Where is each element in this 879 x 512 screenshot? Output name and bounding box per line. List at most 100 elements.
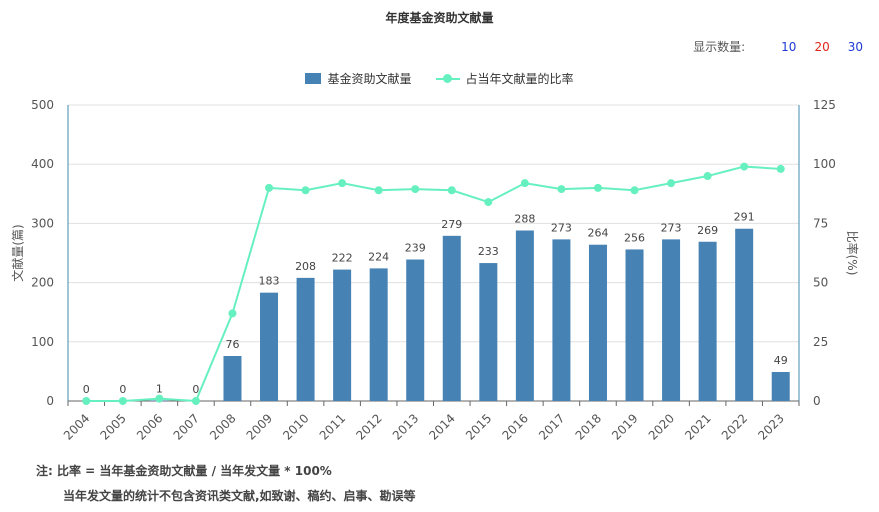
y2-tick-label: 125 xyxy=(813,98,836,112)
ratio-line xyxy=(86,165,781,403)
bar-data-label: 279 xyxy=(441,218,462,231)
bar-data-label: 233 xyxy=(478,245,499,258)
bar xyxy=(333,269,352,401)
chart-legend: 基金资助文献量 占当年文献量的比率 xyxy=(0,70,879,87)
y2-tick-label: 0 xyxy=(813,394,821,408)
bar xyxy=(479,263,498,401)
bar-data-label: 224 xyxy=(368,250,389,263)
x-tick-label: 2007 xyxy=(171,411,202,442)
bar xyxy=(442,235,461,401)
x-tick-label: 2010 xyxy=(280,411,311,442)
x-tick-label: 2013 xyxy=(390,411,421,442)
y2-tick-label: 100 xyxy=(813,157,836,171)
y-tick-label: 300 xyxy=(31,216,54,230)
legend-bar-label: 基金资助文献量 xyxy=(327,72,412,86)
bar xyxy=(515,230,534,401)
bar xyxy=(735,228,754,401)
bar xyxy=(698,241,717,401)
bar xyxy=(260,292,279,401)
ratio-point xyxy=(228,309,237,318)
ratio-point xyxy=(667,179,676,188)
ratio-point xyxy=(155,394,164,403)
ratio-point xyxy=(740,162,749,171)
x-tick-label: 2014 xyxy=(426,411,457,442)
ratio-point xyxy=(557,185,566,194)
display-count-option-20[interactable]: 20 xyxy=(814,39,830,54)
ratio-point xyxy=(301,186,310,195)
x-tick-label: 2012 xyxy=(353,411,384,442)
ratio-point xyxy=(703,172,712,181)
bar-data-label: 0 xyxy=(119,383,126,396)
bar-data-label: 183 xyxy=(259,275,280,288)
x-tick-label: 2017 xyxy=(536,411,567,442)
bar xyxy=(588,244,607,401)
bar-data-label: 76 xyxy=(225,338,239,351)
bar-data-label: 208 xyxy=(295,260,316,273)
x-tick-label: 2006 xyxy=(134,411,165,442)
bar xyxy=(369,268,388,401)
y2-tick-label: 50 xyxy=(813,276,828,290)
display-count-option-30[interactable]: 30 xyxy=(847,39,863,54)
note-exclusion: 当年发文量的统计不包含资讯类文献,如致谢、稿约、启事、勘误等 xyxy=(63,489,416,503)
ratio-point xyxy=(411,185,420,194)
y-axis-title: 文献量(篇) xyxy=(10,224,25,281)
ratio-point xyxy=(447,186,456,195)
ratio-point xyxy=(191,397,200,405)
bar xyxy=(406,259,425,401)
x-tick-label: 2008 xyxy=(207,411,238,442)
bar xyxy=(552,239,571,401)
legend-line-label: 占当年文献量的比率 xyxy=(465,72,574,86)
bar-data-label: 273 xyxy=(661,221,682,234)
bar-data-label: 239 xyxy=(405,242,426,255)
ratio-point xyxy=(338,179,347,188)
x-tick-label: 2021 xyxy=(682,411,713,442)
x-tick-label: 2022 xyxy=(719,411,750,442)
bar xyxy=(771,371,790,401)
y-tick-label: 0 xyxy=(46,394,54,408)
ratio-point xyxy=(776,164,785,173)
y-tick-label: 200 xyxy=(31,276,54,290)
y-tick-label: 500 xyxy=(31,98,54,112)
x-tick-label: 2011 xyxy=(317,411,348,442)
y2-tick-label: 75 xyxy=(813,216,828,230)
ratio-point xyxy=(593,183,602,192)
bar-data-label: 222 xyxy=(332,252,353,265)
x-tick-label: 2023 xyxy=(755,411,786,442)
x-tick-label: 2009 xyxy=(244,411,275,442)
ratio-point xyxy=(82,397,91,405)
note-ratio-formula: 注: 比率 = 当年基金资助文献量 / 当年发文量 * 100% xyxy=(36,464,332,478)
bar-data-label: 269 xyxy=(697,224,718,237)
x-tick-label: 2018 xyxy=(573,411,604,442)
display-count-option-10[interactable]: 10 xyxy=(781,39,797,54)
legend-item-line[interactable]: 占当年文献量的比率 xyxy=(435,70,574,87)
y2-tick-label: 25 xyxy=(813,335,828,349)
bar-data-label: 0 xyxy=(192,383,199,396)
legend-item-bar[interactable]: 基金资助文献量 xyxy=(305,70,412,87)
y-tick-label: 100 xyxy=(31,335,54,349)
bar xyxy=(662,239,681,401)
bar-data-label: 1 xyxy=(156,382,163,395)
x-tick-label: 2019 xyxy=(609,411,640,442)
ratio-point xyxy=(520,179,529,188)
legend-bar-swatch xyxy=(305,73,322,84)
y-tick-label: 400 xyxy=(31,157,54,171)
ratio-point xyxy=(265,183,274,192)
display-count-label: 显示数量: xyxy=(693,40,746,54)
bar-data-label: 0 xyxy=(83,383,90,396)
bar xyxy=(625,249,644,401)
ratio-point xyxy=(630,186,639,195)
x-tick-label: 2015 xyxy=(463,411,494,442)
x-tick-label: 2004 xyxy=(61,411,92,442)
ratio-point xyxy=(484,198,493,207)
ratio-point xyxy=(374,186,383,195)
legend-line-swatch xyxy=(435,73,460,84)
ratio-point xyxy=(118,397,127,405)
x-tick-label: 2020 xyxy=(646,411,677,442)
chart-title: 年度基金资助文献量 xyxy=(385,11,494,25)
x-tick-label: 2016 xyxy=(499,411,530,442)
bar xyxy=(296,277,315,401)
bar-data-label: 49 xyxy=(774,354,788,367)
display-count-selector: 显示数量: 10 20 30 xyxy=(693,38,863,55)
y2-axis-title: 比率(%) xyxy=(845,231,860,276)
